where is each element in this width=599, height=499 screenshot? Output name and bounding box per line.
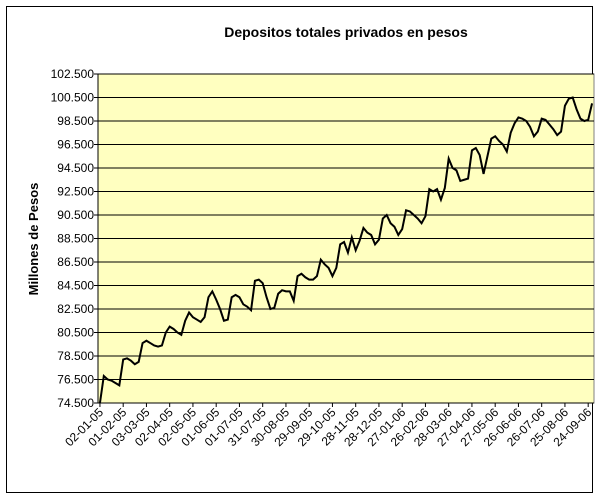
y-tick-label: 76.500: [57, 373, 94, 387]
y-axis-label: Millones de Pesos: [26, 183, 41, 296]
y-tick-label: 94.500: [57, 161, 94, 175]
y-tick-label: 102.500: [51, 67, 95, 81]
data-line: [98, 96, 594, 404]
y-tick-label: 90.500: [57, 208, 94, 222]
y-tick-label: 100.500: [51, 91, 95, 105]
y-tick-label: 84.500: [57, 279, 94, 293]
y-tick-label: 78.500: [57, 349, 94, 363]
y-tick-label: 86.500: [57, 255, 94, 269]
y-tick-label: 82.500: [57, 302, 94, 316]
y-tick-label: 96.500: [57, 138, 94, 152]
y-tick-label: 80.500: [57, 326, 94, 340]
chart-title: Depositos totales privados en pesos: [224, 24, 468, 40]
y-tick-label: 92.500: [57, 185, 94, 199]
y-tick-label: 98.500: [57, 114, 94, 128]
y-tick-label: 88.500: [57, 232, 94, 246]
y-tick-label: 74.500: [57, 396, 94, 410]
